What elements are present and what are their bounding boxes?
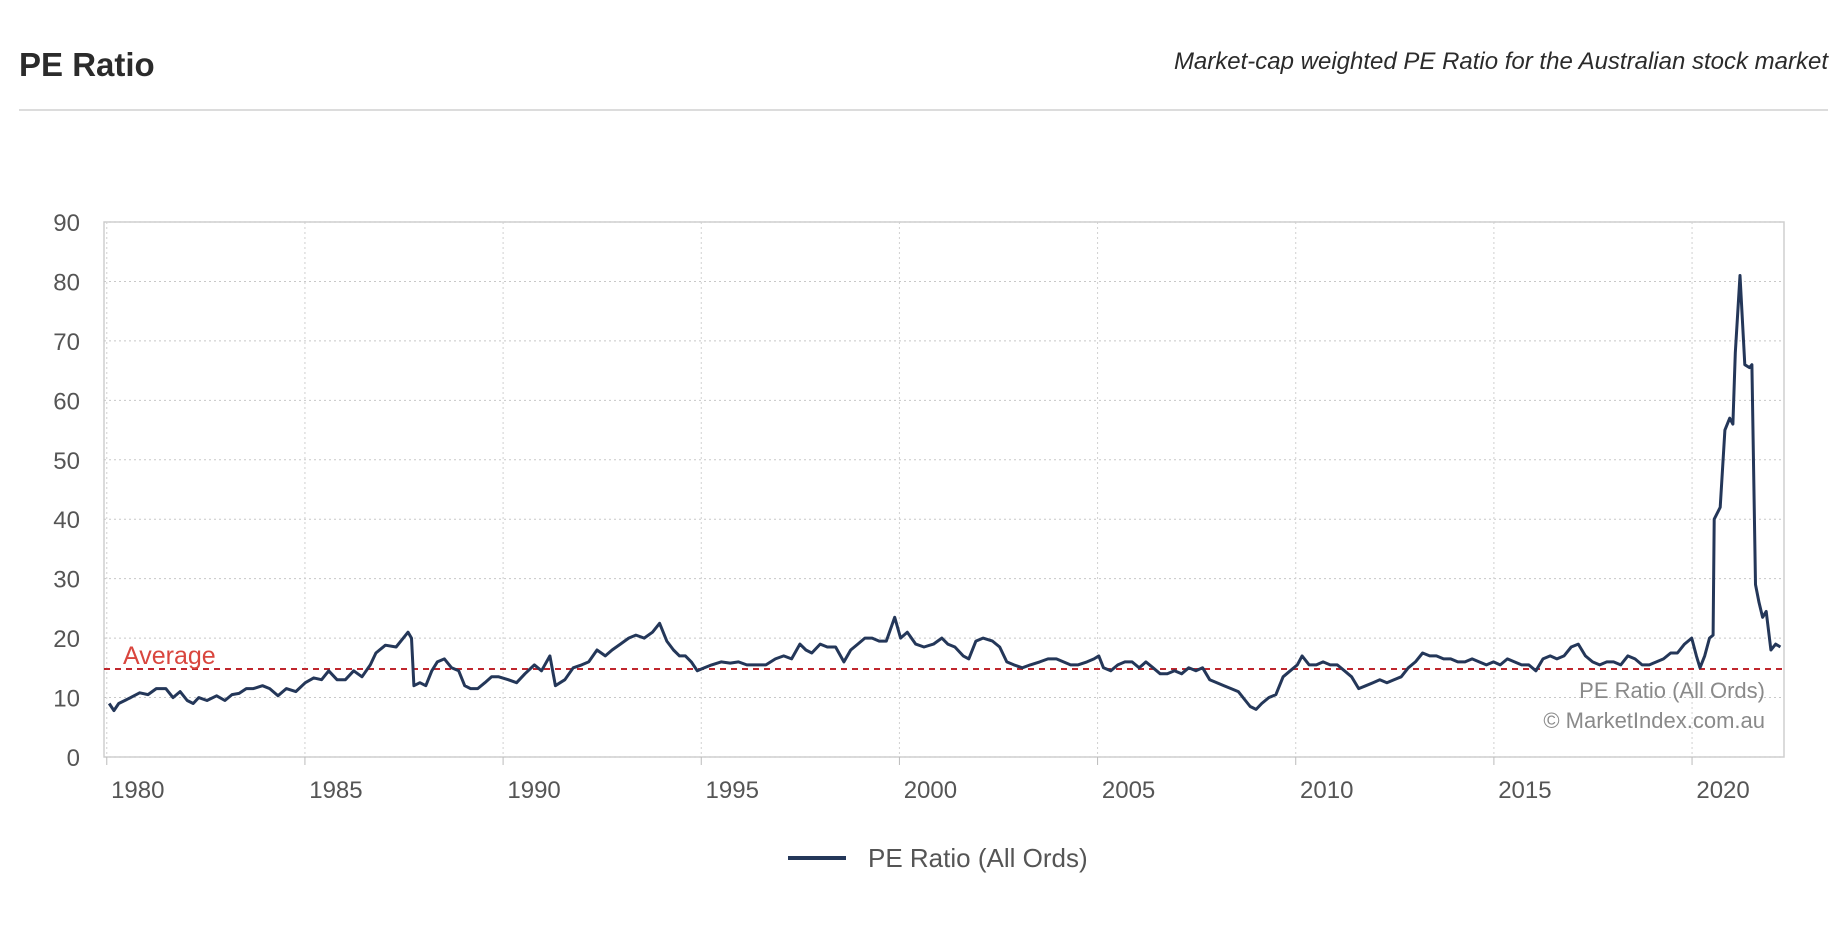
x-tick-label: 1985	[309, 777, 362, 804]
y-tick-label: 80	[53, 269, 80, 296]
y-tick-label: 60	[53, 388, 80, 415]
series-line-pe-ratio	[107, 274, 1782, 713]
y-tick-label: 50	[53, 448, 80, 475]
x-tick-label: 2020	[1696, 777, 1749, 804]
watermark-series: PE Ratio (All Ords)	[1579, 678, 1765, 703]
y-tick-label: 90	[53, 210, 80, 237]
x-tick-label: 2015	[1498, 777, 1551, 804]
y-tick-label: 10	[53, 686, 80, 713]
grid	[103, 221, 1785, 758]
watermark-copyright: © MarketIndex.com.au	[1543, 708, 1765, 733]
x-tick-label: 1995	[706, 777, 759, 804]
average-label: Average	[123, 642, 216, 670]
y-tick-label: 40	[53, 507, 80, 534]
page-subtitle: Market-cap weighted PE Ratio for the Aus…	[1173, 48, 1828, 75]
legend-label[interactable]: PE Ratio (All Ords)	[868, 843, 1088, 873]
y-tick-label: 30	[53, 567, 80, 594]
y-axis: 0 10 20 30 40 50 60 70 80 90	[53, 210, 80, 772]
x-tick-label: 2000	[904, 777, 957, 804]
header-divider	[19, 109, 1828, 111]
page-title: PE Ratio	[19, 46, 155, 83]
x-tick-label: 2005	[1102, 777, 1155, 804]
x-tick-label: 2010	[1300, 777, 1353, 804]
x-tick-label: 1980	[111, 777, 164, 804]
y-tick-label: 70	[53, 329, 80, 356]
y-tick-label: 0	[67, 745, 80, 772]
legend[interactable]: PE Ratio (All Ords)	[788, 843, 1088, 873]
x-tick-label: 1990	[507, 777, 560, 804]
plot-border	[103, 221, 1785, 758]
y-tick-label: 20	[53, 626, 80, 653]
x-axis: 1980 1985 1990 1995 2000 2005 2010 2015 2020	[106, 757, 1750, 804]
